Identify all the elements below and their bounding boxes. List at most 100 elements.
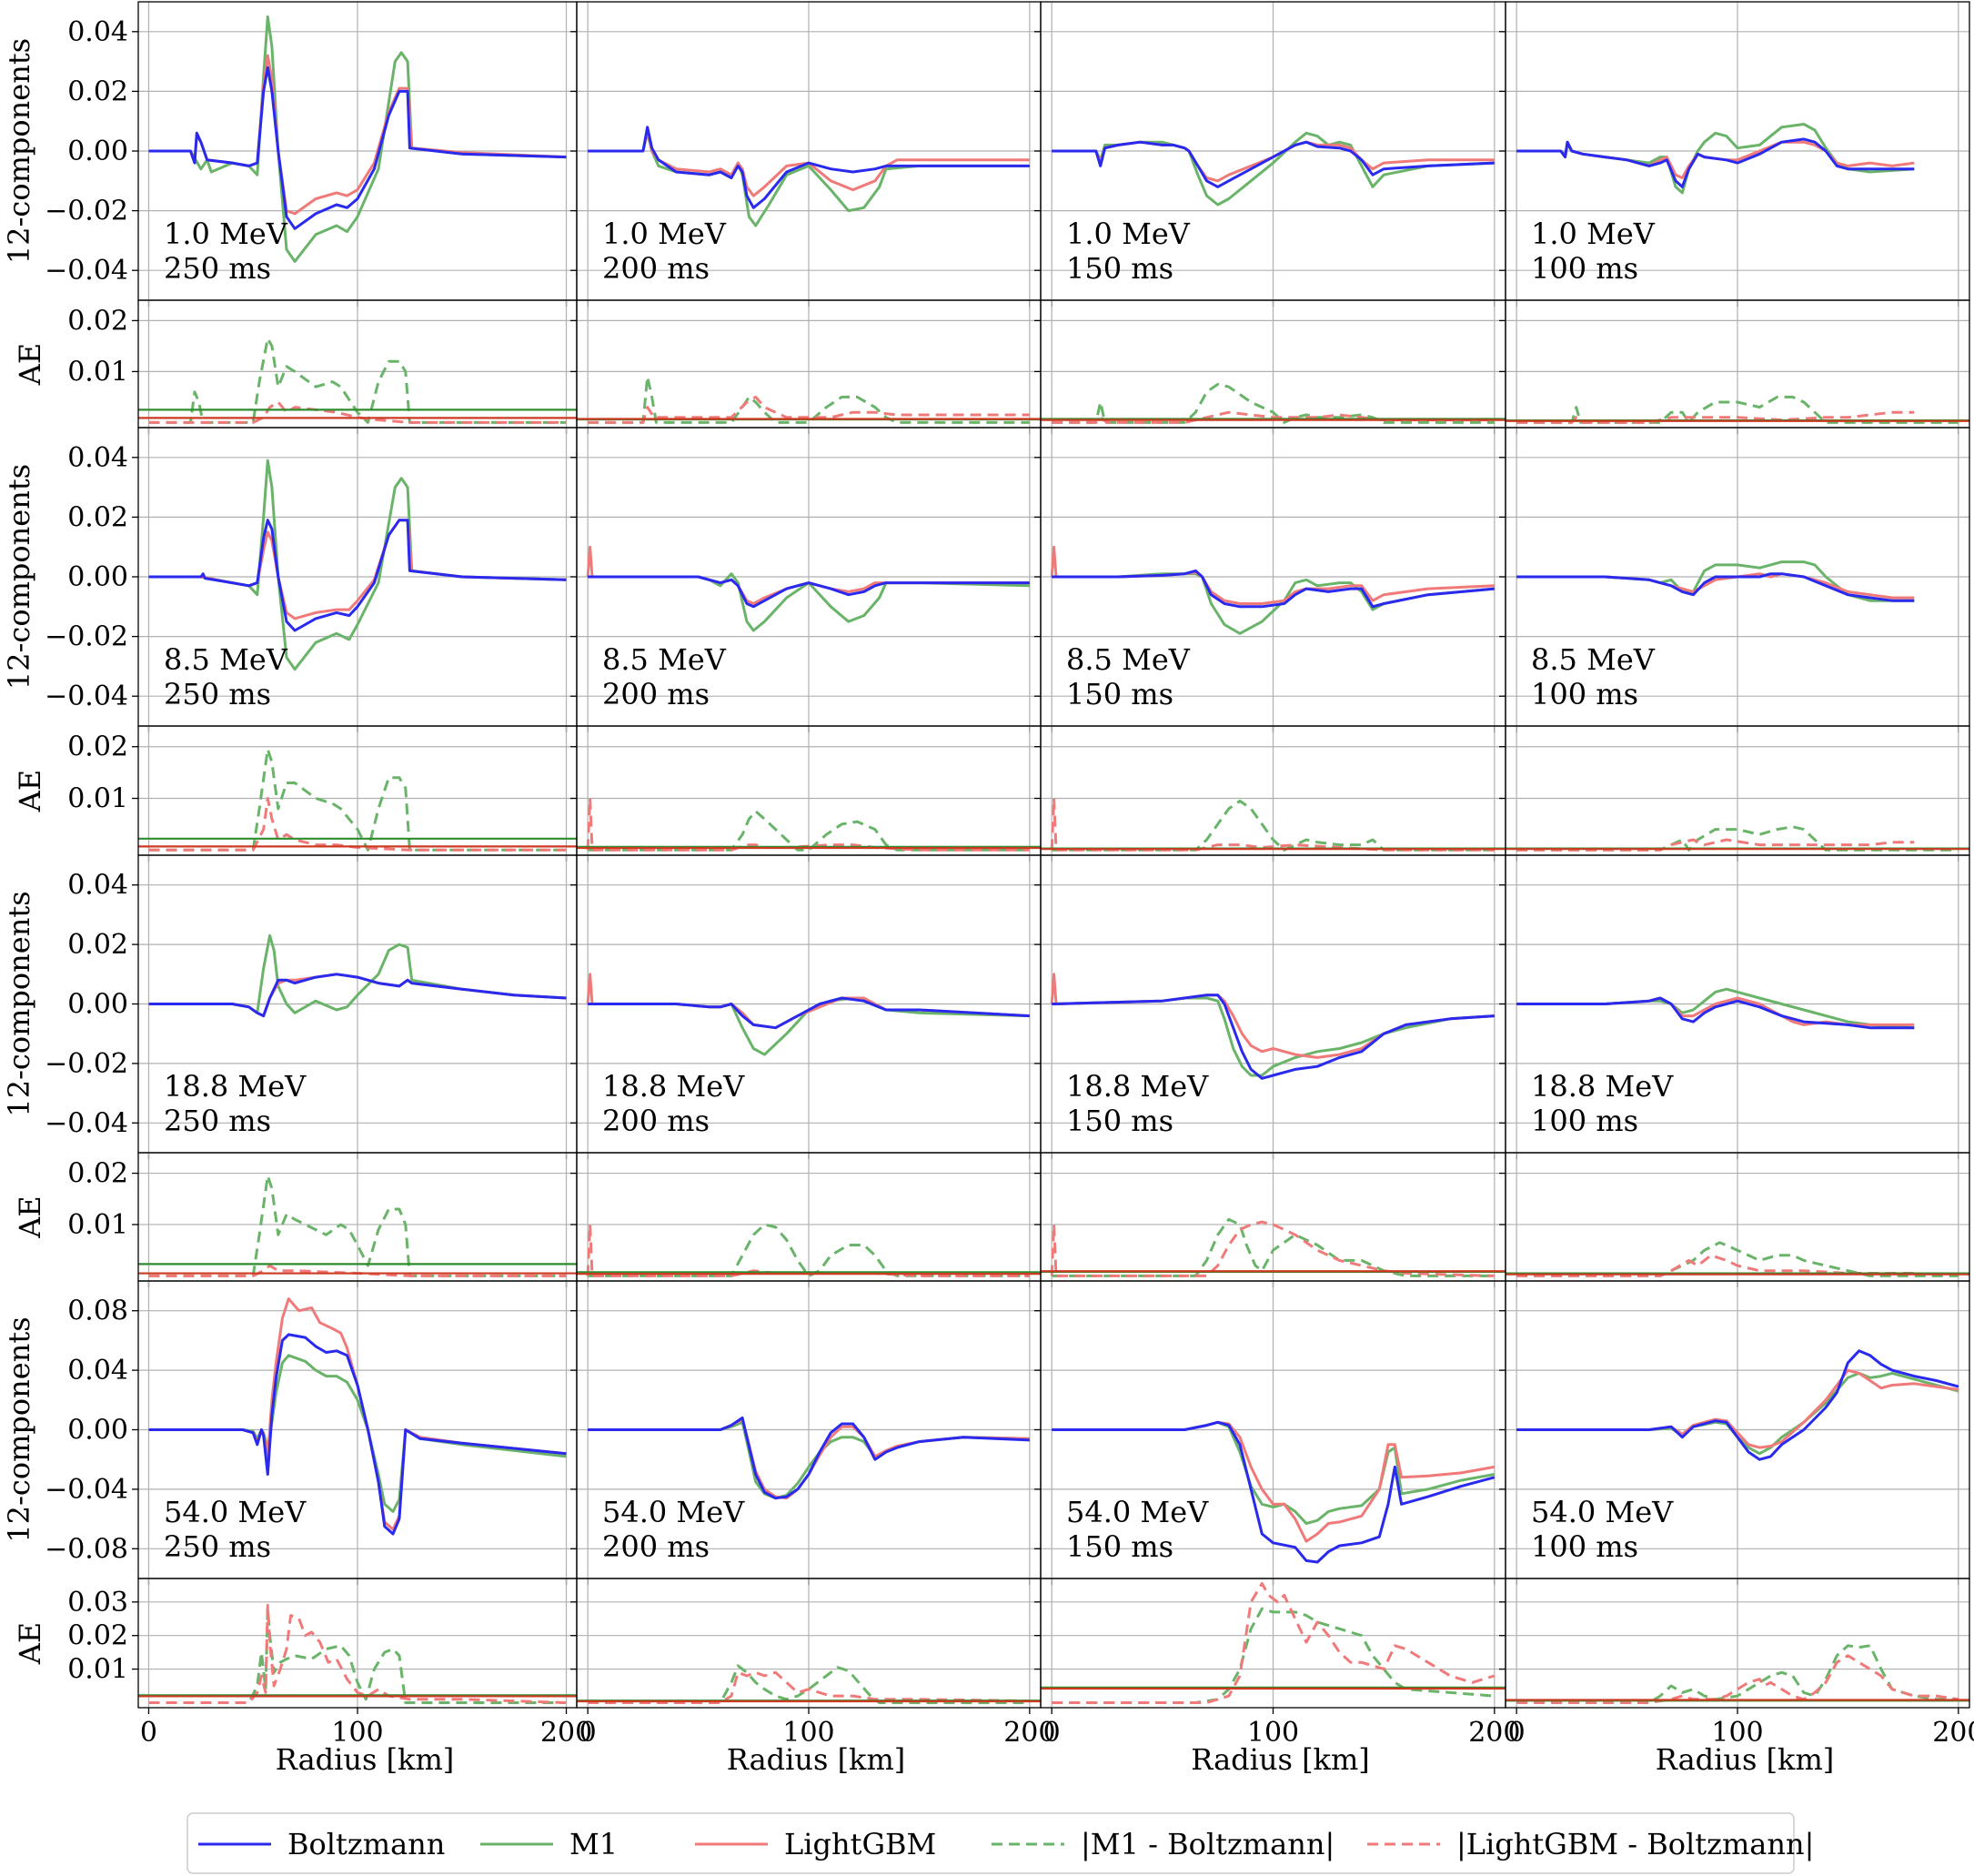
ae-panel: 0.01 0.02 [67,1152,578,1287]
legend-label-0: Boltzmann [287,1827,445,1861]
energy-annotation: 18.8 MeV [602,1069,745,1104]
x-axis-label: Radius [km] [1191,1742,1370,1777]
ae-panel [1034,725,1506,862]
y-tick-label: 0.00 [67,1415,128,1447]
boltzmann-line [588,996,1030,1030]
ae-panel [570,725,1042,862]
time-annotation: 100 ms [1531,1529,1638,1564]
y-tick-label: −0.08 [45,1533,128,1565]
ae-m1-dashed-line [1516,395,1959,424]
y-tick-label: −0.04 [45,255,128,287]
time-annotation: 200 ms [602,1104,710,1138]
x-tick-label: 0 [579,1717,597,1749]
y-tick-label: 0.02 [67,1158,128,1190]
y-axis-label-ae: AE [13,1195,47,1238]
legend-label-1: M1 [569,1827,618,1861]
ae-m1-dashed-line [1052,799,1495,852]
x-tick-label: 200 [1003,1717,1055,1749]
energy-annotation: 8.5 MeV [164,642,288,677]
ae-lightgbm-dashed-line [148,797,567,852]
energy-annotation: 8.5 MeV [1531,642,1656,677]
ae-panel [1034,1152,1506,1287]
energy-annotation: 18.8 MeV [164,1069,307,1104]
energy-annotation: 1.0 MeV [1531,217,1656,251]
boltzmann-line [1516,137,1915,188]
x-tick-label: 100 [331,1717,383,1749]
x-tick-label: 200 [1468,1717,1520,1749]
ae-panel: 0 100 200 [1034,1578,1520,1749]
boltzmann-line [588,1416,1030,1500]
boltzmann-line [1052,1420,1496,1564]
y-axis-label-main: 12-components [2,891,36,1116]
ae-lightgbm-dashed-line [588,1670,1030,1704]
ae-lightgbm-dashed-line [1050,1220,1495,1277]
y-axis-label-main: 12-components [2,1316,36,1542]
time-annotation: 200 ms [602,677,710,711]
ae-panel: 0.01 0.02 [67,299,578,434]
energy-annotation: 1.0 MeV [1066,217,1191,251]
time-annotation: 150 ms [1066,677,1173,711]
boltzmann-line [1052,140,1495,188]
y-tick-label: −0.04 [45,1107,128,1139]
ae-panel [1499,725,1970,862]
y-axis-label-main: 12-components [2,38,36,264]
m1-line [148,15,567,263]
ae-panel: 0 100 200 [570,1578,1055,1749]
x-tick-label: 100 [1247,1717,1299,1749]
legend: Boltzmann M1 LightGBM |M1 - Boltzmann| |Ligh… [186,1812,1814,1874]
y-tick-label: 0.00 [67,136,128,167]
lightgbm-line [1516,140,1915,179]
x-tick-label: 200 [1932,1717,1974,1749]
ae-m1-dashed-line [1052,382,1495,424]
ae-m1-dashed-line [588,375,1030,424]
y-tick-label: 0.00 [67,989,128,1021]
ae-lightgbm-dashed-line [1052,1582,1496,1704]
ae-lightgbm-dashed-line [148,1604,567,1704]
boltzmann-line [1052,569,1495,609]
y-tick-label: 0.04 [67,442,128,474]
y-axis-label-ae: AE [13,1622,47,1665]
lightgbm-line [1516,996,1915,1026]
boltzmann-line [1516,1349,1959,1461]
x-axis-label: Radius [km] [1656,1742,1835,1777]
energy-annotation: 1.0 MeV [164,217,288,251]
ae-panel [1034,299,1506,434]
panel-frame [1505,1578,1970,1709]
y-tick-label: −0.02 [45,1048,128,1080]
ae-m1-dashed-line [148,337,567,424]
energy-annotation: 54.0 MeV [1531,1495,1674,1529]
ae-panel: 0 100 200 [1499,1578,1974,1749]
m1-line [588,131,1030,227]
ae-lightgbm-dashed-line [148,400,567,424]
time-annotation: 150 ms [1066,1104,1173,1138]
y-tick-label: −0.02 [45,196,128,227]
ae-m1-dashed-line [588,1223,1030,1277]
x-tick-label: 0 [140,1717,157,1749]
y-axis-label-main: 12-components [2,464,36,690]
y-tick-label: −0.04 [45,681,128,712]
y-tick-label: 0.01 [67,356,128,388]
ae-panel [570,299,1042,434]
ae-m1-dashed-line [1052,1217,1495,1277]
y-tick-label: 0.02 [67,501,128,533]
time-annotation: 250 ms [164,677,271,711]
time-annotation: 100 ms [1531,677,1638,711]
ae-panel: 0.010.020.03 0 100 200 [67,1578,592,1749]
legend-label-3: |M1 - Boltzmann| [1081,1827,1334,1861]
boltzmann-line [1052,993,1495,1080]
boltzmann-line [1516,572,1915,602]
ae-m1-dashed-line [148,748,567,852]
ae-m1-dashed-line [148,1607,567,1704]
time-annotation: 100 ms [1531,1104,1638,1138]
m1-line [1516,987,1915,1030]
